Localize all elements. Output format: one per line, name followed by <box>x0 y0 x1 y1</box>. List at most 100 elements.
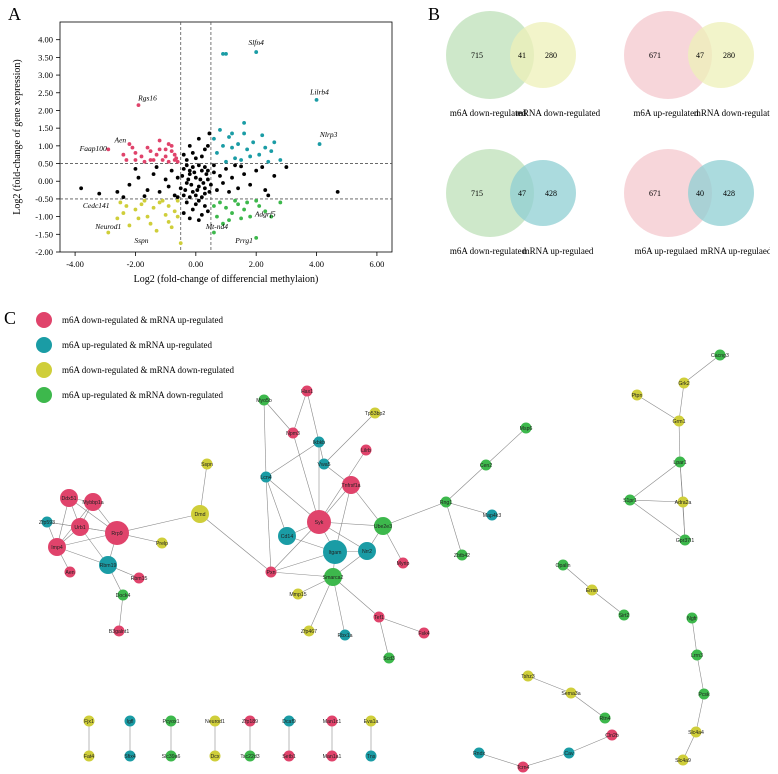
data-point <box>196 136 201 141</box>
gene-annotation: Sspn <box>134 236 148 245</box>
network-node: Prelp <box>156 537 168 549</box>
data-point <box>151 205 156 210</box>
node-circle <box>342 476 360 494</box>
node-label: Cacng3 <box>711 353 729 359</box>
data-point <box>124 204 129 208</box>
data-point <box>254 50 259 54</box>
network-node: Fjx1 <box>83 715 95 727</box>
data-point <box>160 198 165 203</box>
data-point <box>136 216 141 221</box>
network-node: Scd3 <box>383 652 395 664</box>
node-circle <box>606 729 618 741</box>
node-circle <box>209 715 221 727</box>
gene-annotation: Cedc141 <box>83 201 110 210</box>
data-point <box>174 156 179 161</box>
node-circle <box>360 444 372 456</box>
network-edge <box>522 752 570 768</box>
node-label: Myrip <box>397 561 410 567</box>
data-point <box>163 154 168 159</box>
data-point <box>142 159 147 164</box>
network-edge <box>445 501 493 516</box>
data-point <box>127 142 132 146</box>
node-circle <box>374 517 392 535</box>
node-circle <box>105 521 129 545</box>
network-edge <box>306 390 320 443</box>
data-point <box>251 140 256 145</box>
venn-circle-m6a <box>624 149 712 237</box>
y-tick-label: 2.00 <box>38 105 53 115</box>
venn-circle-mrna <box>510 22 576 88</box>
node-circle <box>165 715 177 727</box>
network-node: Mmp15 <box>289 588 307 600</box>
node-label: Gpr37l1 <box>676 538 695 544</box>
data-point <box>142 194 147 198</box>
data-point <box>151 172 156 177</box>
network-edge <box>591 589 625 616</box>
network-node: Rbm19 <box>99 556 117 574</box>
node-circle <box>258 394 270 406</box>
data-point <box>183 188 188 192</box>
y-tick-label: 1.00 <box>38 141 53 151</box>
legend-label: m6A up-regulated & mRNA down-regulated <box>62 390 223 400</box>
network-node: Sirt2 <box>618 609 630 621</box>
data-point <box>187 172 192 177</box>
data-point <box>145 188 150 192</box>
x-tick-label: 6.00 <box>369 259 384 269</box>
node-circle <box>440 496 452 508</box>
y-tick-label: 1.50 <box>38 123 53 133</box>
data-point <box>154 165 159 169</box>
data-point <box>236 186 240 191</box>
data-point <box>248 154 253 159</box>
gene-annotation: Prrg1 <box>234 236 253 245</box>
panel-a-scatter: A -4.00 -2.00 0.00 2.00 4.00 6.00 -2.00 -1.50 -1… <box>8 4 393 285</box>
data-point <box>215 214 219 219</box>
node-label: Dcaf9 <box>282 719 296 725</box>
data-point <box>127 182 132 187</box>
network-node: Msp6 <box>520 422 532 434</box>
data-point <box>224 51 228 56</box>
data-point <box>193 175 198 180</box>
data-point <box>239 164 243 169</box>
node-circle <box>369 407 381 419</box>
network-node: Ikbkb <box>313 436 325 448</box>
gene-annotation: Faap100 <box>79 144 107 153</box>
node-circle <box>397 557 409 569</box>
y-tick-label: 2.50 <box>38 88 53 98</box>
legend-swatch <box>36 387 52 403</box>
network-edge <box>308 576 334 632</box>
network-node: Gpr37l1 <box>676 534 695 546</box>
data-point <box>221 181 225 185</box>
node-label: Mybbp1a <box>82 500 103 506</box>
node-label: Opalin <box>556 563 571 569</box>
venn-circle-m6a <box>446 11 534 99</box>
network-edge <box>332 576 346 636</box>
network-edge <box>629 499 686 541</box>
node-label: Adra2a <box>675 500 692 506</box>
data-point <box>233 163 237 168</box>
gene-annotation: Aen <box>114 135 127 144</box>
data-point <box>157 138 162 143</box>
data-point <box>157 189 162 194</box>
node-circle <box>486 509 498 521</box>
venn-right-label: mRNA up-regulaed <box>701 246 770 256</box>
venn-circle-m6a <box>446 149 534 237</box>
venn-left-count: 715 <box>471 51 483 60</box>
data-point <box>106 230 111 235</box>
data-point <box>269 149 274 154</box>
data-point <box>169 168 174 173</box>
node-circle <box>191 505 209 523</box>
node-label: Scd3 <box>383 656 395 662</box>
network-node: Mybbp1a <box>82 493 104 511</box>
node-circle <box>677 496 689 508</box>
node-label: Cav <box>564 751 574 757</box>
network-node: Igfl <box>124 715 136 727</box>
node-circle <box>522 670 534 682</box>
node-circle <box>631 389 643 401</box>
network-node: Myo5b <box>256 394 272 406</box>
network-node: Grk2 <box>678 377 690 389</box>
venn-left-count: 715 <box>471 189 483 198</box>
data-point <box>224 205 228 210</box>
network-edge <box>332 576 380 618</box>
